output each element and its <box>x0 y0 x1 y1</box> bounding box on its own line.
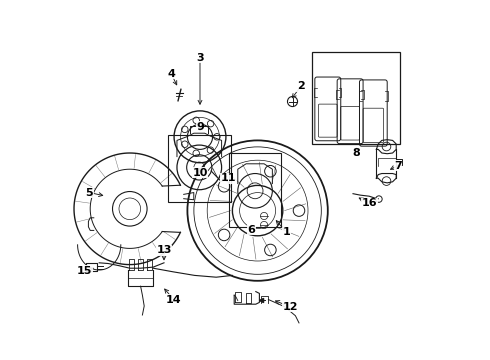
Text: 10: 10 <box>192 168 208 178</box>
Text: 16: 16 <box>362 198 377 208</box>
Text: 4: 4 <box>167 69 175 79</box>
Bar <box>229 153 281 227</box>
Text: 3: 3 <box>196 53 204 63</box>
Text: 13: 13 <box>156 245 172 255</box>
Text: 1: 1 <box>283 227 290 237</box>
Text: 11: 11 <box>221 173 237 183</box>
Text: 2: 2 <box>297 81 305 91</box>
Text: 8: 8 <box>353 148 361 158</box>
Bar <box>312 52 400 144</box>
Text: 14: 14 <box>166 294 181 305</box>
Text: 15: 15 <box>77 266 93 276</box>
Text: 6: 6 <box>247 225 255 235</box>
Text: 12: 12 <box>282 302 298 312</box>
Text: 9: 9 <box>196 122 204 132</box>
Text: 7: 7 <box>394 161 402 171</box>
Text: 5: 5 <box>86 188 93 198</box>
Bar <box>168 135 231 202</box>
